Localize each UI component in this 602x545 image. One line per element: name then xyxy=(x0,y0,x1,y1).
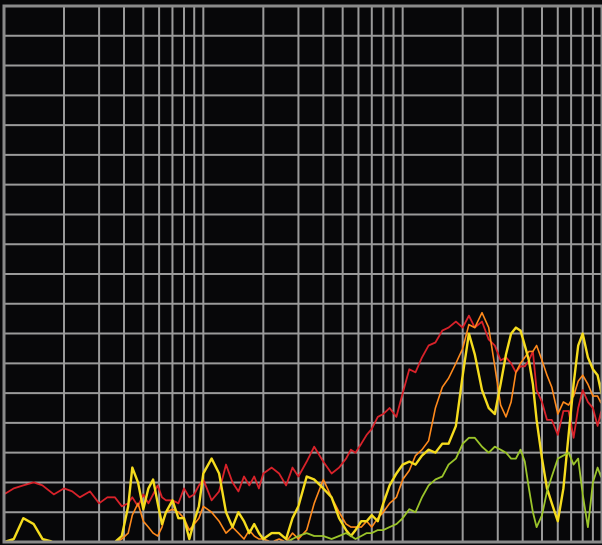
series-line-3 xyxy=(2,326,602,544)
series-line-1 xyxy=(3,314,602,508)
plot-frame xyxy=(2,4,602,544)
